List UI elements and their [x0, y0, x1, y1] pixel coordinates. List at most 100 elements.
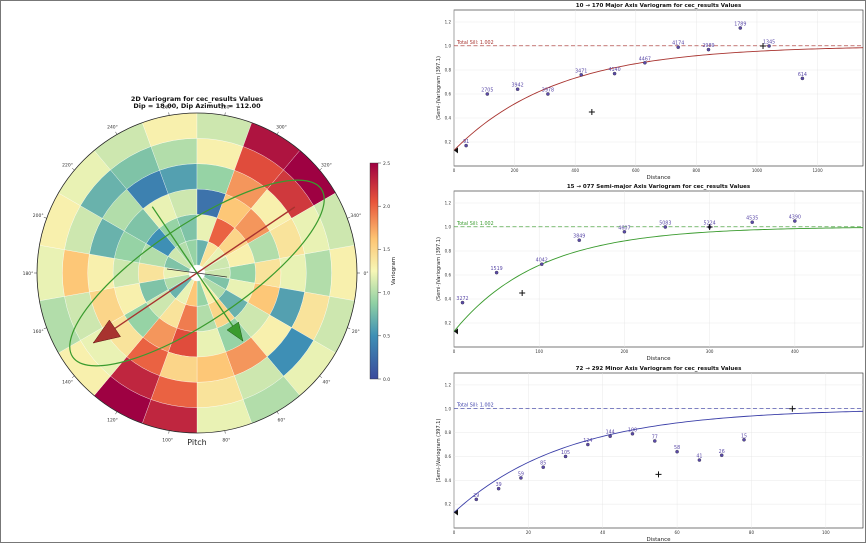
x-tick-label: 40 — [600, 530, 606, 535]
point-label: 39 — [496, 482, 502, 488]
colorbar-tick-label: 0.0 — [383, 377, 390, 383]
point-label: 29 — [473, 493, 479, 499]
data-point — [706, 47, 711, 52]
x-tick-label: 200 — [621, 349, 629, 354]
x-tick-label: 400 — [571, 168, 579, 173]
colorbar-label: Variogram — [391, 257, 397, 285]
x-tick-label: 60 — [675, 530, 681, 535]
point-label: 3272 — [456, 296, 468, 302]
data-point — [630, 432, 635, 436]
polar-angle-label: 120° — [107, 417, 118, 423]
y-tick-label: 0.6 — [445, 454, 452, 459]
point-label: 4607 — [618, 225, 630, 231]
point-label: 59 — [518, 471, 524, 477]
polar-angle-tick — [43, 217, 47, 219]
data-point — [793, 219, 797, 223]
point-label: 3849 — [573, 234, 585, 240]
chart-title: 10 → 170 Major Axis Variogram for cec_re… — [576, 3, 742, 9]
data-point — [464, 143, 468, 148]
polar-angle-tick — [347, 327, 351, 329]
point-label: 3942 — [512, 83, 524, 89]
data-point — [496, 486, 501, 491]
polar-variogram-panel: 2D Variogram for cec_results Values Dip … — [23, 95, 369, 447]
polar-outline — [36, 112, 358, 434]
point-label: 4174 — [672, 41, 684, 47]
polar-angle-tick — [115, 131, 118, 135]
data-point — [485, 92, 490, 96]
data-point — [653, 439, 657, 443]
x-tick-label: 100 — [822, 530, 830, 535]
polar-cell — [279, 253, 307, 293]
model-curve — [453, 410, 864, 513]
data-point — [622, 230, 627, 234]
data-point — [738, 26, 743, 30]
polar-cell — [304, 249, 332, 297]
polar-angle-label: 60° — [278, 417, 286, 423]
point-label: 1519 — [490, 266, 502, 272]
point-label: 1345 — [763, 40, 775, 46]
point-label: 4467 — [639, 56, 651, 62]
y-tick-label: 0.2 — [445, 502, 452, 507]
x-tick-label: 0 — [453, 349, 456, 354]
x-axis-label: Distance — [646, 175, 671, 181]
y-tick-label: 0.2 — [445, 321, 452, 326]
y-axis-label: (Semi-)Variogram (397.1) — [436, 419, 442, 483]
y-axis-label: (Semi-)Variogram (397.1) — [436, 237, 442, 301]
polar-angle-label: 260° — [162, 105, 173, 111]
point-label: 26 — [719, 449, 725, 455]
polar-angle-label: 220° — [62, 162, 73, 168]
polar-angle-labels: 0° 20° 40° 60° 80° 100° 120° 140° 160° 180° 200° 22… — [23, 105, 369, 444]
polar-angle-label: 20° — [352, 329, 360, 335]
data-point — [494, 270, 499, 275]
colorbar-tick-label: 1.5 — [383, 247, 390, 253]
polar-angle-label: 320° — [321, 162, 332, 168]
anisotropy-overlay — [69, 179, 325, 367]
point-label: 1789 — [734, 22, 746, 28]
data-point — [586, 442, 590, 447]
sill-label: Total Sill: 1.002 — [456, 40, 494, 46]
point-label: 77 — [652, 434, 658, 440]
range-marker — [706, 224, 713, 230]
polar-cell — [254, 258, 282, 288]
data-point — [541, 465, 545, 469]
polar-angle-tick — [71, 375, 75, 378]
plot-area — [453, 372, 864, 529]
data-point — [460, 300, 465, 305]
data-point — [676, 45, 680, 49]
polar-title: 2D Variogram for cec_results Values — [131, 95, 263, 103]
data-point — [608, 434, 612, 438]
point-label: 144 — [606, 430, 615, 436]
y-tick-label: 0.8 — [445, 430, 452, 435]
y-tick-label: 0.6 — [445, 273, 452, 278]
data-point — [767, 44, 771, 48]
range-marker — [760, 43, 767, 49]
polar-subtitle: Dip = 18.00, Dip Azimuth = 112.00 — [133, 102, 261, 110]
x-axis-label: Distance — [646, 537, 671, 542]
polar-angle-label: 180° — [23, 271, 34, 277]
polar-angle-tick — [347, 217, 351, 219]
polar-angle-label: 0° — [363, 271, 368, 277]
y-tick-label: 0.4 — [445, 478, 452, 483]
point-label: 4390 — [789, 215, 801, 221]
polar-cell — [36, 245, 65, 301]
point-label: 5224 — [704, 221, 716, 227]
point-label: 124 — [583, 438, 592, 444]
plus-marker — [655, 471, 662, 478]
polar-angle-tick — [224, 430, 226, 434]
y-tick-label: 0.8 — [445, 68, 452, 73]
point-label: 15 — [741, 433, 747, 439]
polar-angle-tick — [43, 327, 47, 329]
point-label: 5083 — [659, 221, 671, 227]
polar-angle-tick — [276, 411, 279, 415]
colorbar-ticks: 0.0 0.5 1.0 1.5 2.0 2.5 — [378, 161, 390, 383]
polar-angle-label: 340° — [350, 213, 361, 219]
colorbar-tick-label: 2.5 — [383, 161, 390, 167]
sill-label: Total Sill: 1.002 — [456, 221, 494, 227]
polar-angle-label: 40° — [322, 380, 330, 386]
range-marker — [789, 405, 796, 412]
polar-cell — [329, 245, 358, 301]
x-tick-label: 100 — [535, 349, 543, 354]
polar-angle-tick — [71, 168, 75, 171]
polar-angle-label: 200° — [33, 213, 44, 219]
